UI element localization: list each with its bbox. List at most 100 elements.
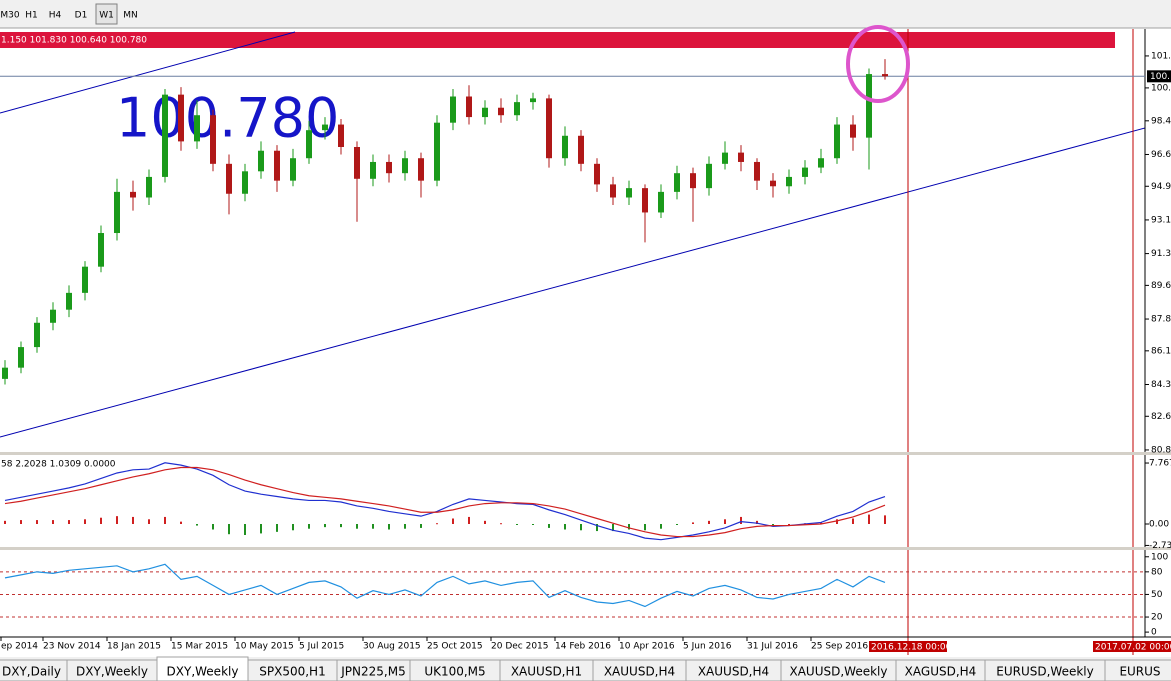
macd-histogram-bar	[340, 524, 342, 528]
macd-histogram-bar	[452, 518, 454, 524]
chart-tab[interactable]: SPX500,H1	[247, 659, 338, 681]
tab-label: DXY,Daily	[2, 665, 61, 679]
macd-histogram-bar	[36, 520, 38, 524]
chart-tab[interactable]: XAGUSD,H4	[895, 659, 986, 681]
candle-body	[290, 158, 296, 181]
candle-body	[146, 176, 152, 198]
macd-histogram-bar	[548, 524, 550, 528]
macd-label: 7.767	[1149, 459, 1171, 469]
candle-body	[82, 266, 88, 293]
price-label: 94.9	[1151, 182, 1171, 192]
price-label: 80.8	[1151, 445, 1171, 455]
macd-histogram-bar	[516, 524, 518, 525]
chart-tab[interactable]: EURUS	[1104, 659, 1171, 681]
candle-body	[482, 107, 488, 118]
tab-label: XAGUSD,H4	[905, 665, 977, 679]
macd-label: -2.73	[1149, 541, 1171, 551]
macd-histogram-bar	[4, 520, 6, 524]
rsi-label: 50	[1151, 590, 1163, 600]
rsi-line	[4, 563, 886, 608]
macd-histogram-bar	[84, 519, 86, 524]
chart-tab[interactable]: UK100,M5	[409, 659, 501, 681]
time-label: 31 Jul 2016	[747, 642, 798, 652]
price-label: 82.6	[1151, 412, 1171, 422]
candle-body	[130, 191, 136, 198]
candle-body	[578, 135, 584, 164]
candle-body	[434, 122, 440, 181]
tab-face	[1104, 659, 1171, 681]
macd-histogram-bar	[532, 524, 534, 525]
tab-label: XAUUSD,H4	[698, 665, 769, 679]
price-panel	[0, 29, 1145, 452]
macd-histogram-bar	[228, 524, 230, 535]
chart-tab[interactable]: DXY,Weekly	[66, 659, 158, 681]
time-label: 15 Mar 2015	[171, 642, 228, 652]
chart-tab[interactable]: XAUUSD,H4	[592, 659, 687, 681]
timeframe-button[interactable]: W1	[95, 3, 118, 25]
timeframe-button[interactable]: H4	[44, 4, 66, 24]
candle-body	[818, 158, 824, 168]
panel-separator	[0, 452, 1171, 455]
price-label: 91.3	[1151, 249, 1171, 259]
macd-signal-line	[4, 466, 886, 538]
macd-histogram-bar	[820, 522, 822, 524]
time-label: ep 2014	[1, 642, 38, 652]
candle-body	[386, 161, 392, 174]
macd-histogram-bar	[180, 521, 182, 524]
macd-histogram-bar	[628, 524, 630, 530]
macd-histogram-bar	[116, 516, 118, 524]
candle-body	[242, 171, 248, 194]
candle-body	[546, 98, 552, 159]
macd-histogram-bar	[52, 520, 54, 524]
candle-body	[866, 74, 872, 138]
macd-header: 58 2.2028 1.0309 0.0000	[1, 460, 116, 470]
timeframe-button[interactable]: M30	[0, 4, 20, 24]
candle-body	[850, 124, 856, 138]
candle-body	[450, 96, 456, 123]
candle-body	[498, 107, 504, 116]
macd-histogram-bar	[372, 524, 374, 529]
macd-histogram-bar	[292, 524, 294, 531]
tab-label: JPN225,M5	[340, 665, 405, 679]
time-label: 5 Jun 2016	[683, 642, 732, 652]
time-label: 10 May 2015	[235, 642, 294, 652]
channel-upper	[0, 31, 296, 114]
time-marker-box	[869, 641, 947, 652]
rsi-label: 80	[1151, 567, 1163, 577]
button-face	[44, 4, 66, 24]
timeframe-button[interactable]: D1	[68, 4, 94, 24]
price-label: 100.	[1151, 83, 1171, 93]
macd-histogram-bar	[868, 514, 870, 524]
macd-histogram-bar	[20, 520, 22, 524]
tab-label: XAUUSD,Weekly	[790, 665, 888, 679]
macd-histogram-bar	[692, 522, 694, 524]
chart-tab[interactable]: XAUUSD,H1	[499, 659, 594, 681]
candle-body	[370, 161, 376, 179]
chart-tab[interactable]: DXY,Weekly	[156, 656, 249, 681]
toolbar	[0, 0, 1171, 28]
candle-body	[722, 152, 728, 164]
tab-label: SPX500,H1	[259, 665, 325, 679]
candle-body	[2, 367, 8, 379]
timeframe-button[interactable]: H1	[21, 4, 42, 24]
macd-histogram-bar	[788, 524, 790, 525]
candle-body	[114, 191, 120, 234]
candle-body	[738, 152, 744, 162]
chart-tab[interactable]: DXY,Daily	[0, 659, 68, 681]
time-label: 10 Apr 2016	[619, 642, 675, 652]
candle-body	[642, 188, 648, 213]
button-label: MN	[123, 11, 138, 21]
chart-tab[interactable]: JPN225,M5	[336, 659, 411, 681]
channel-lower	[0, 127, 1146, 438]
timeframe-button[interactable]: MN	[119, 4, 142, 24]
chart-tab[interactable]: XAUUSD,Weekly	[780, 659, 897, 681]
rsi-label: 0	[1151, 628, 1157, 638]
macd-histogram-bar	[884, 515, 886, 524]
chart-tab[interactable]: EURUSD,Weekly	[984, 659, 1106, 681]
macd-main-line	[4, 462, 886, 541]
chart-tab[interactable]: XAUUSD,H4	[685, 659, 782, 681]
candle-body	[354, 146, 360, 179]
macd-histogram-bar	[100, 517, 102, 524]
candle-body	[258, 150, 264, 172]
button-label: H4	[49, 11, 62, 21]
